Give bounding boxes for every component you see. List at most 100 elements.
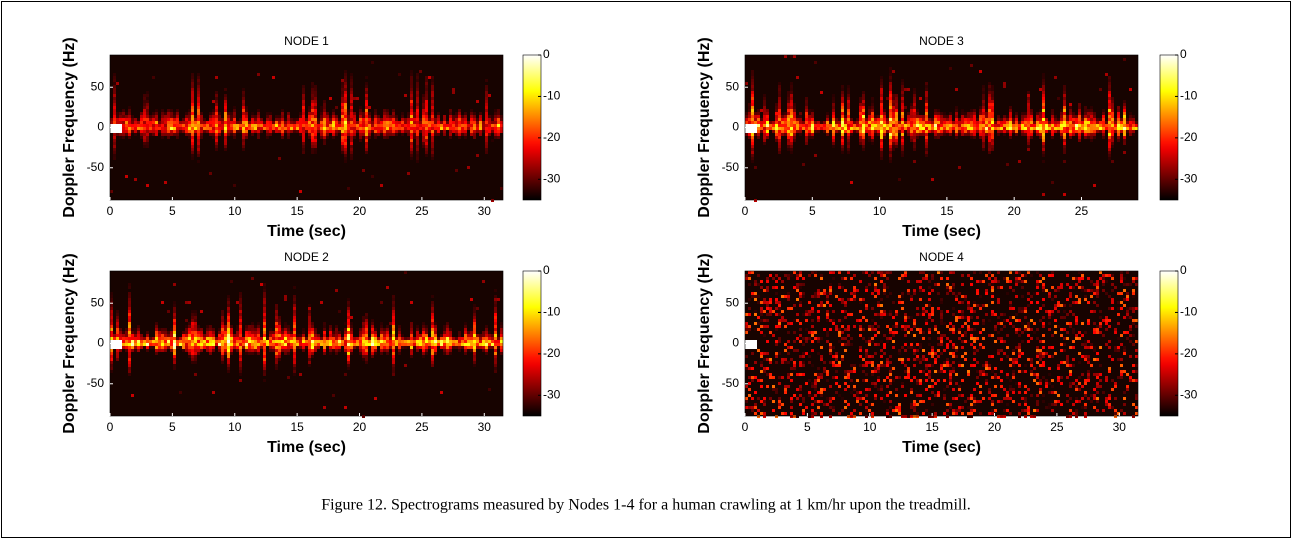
spectrogram-cell — [1066, 121, 1069, 124]
spectrogram-cell — [212, 112, 215, 115]
spectrogram-cell — [838, 271, 841, 274]
spectrogram-cell — [865, 406, 868, 409]
spectrogram-cell — [185, 121, 188, 124]
spectrogram-cell — [874, 334, 877, 337]
spectrogram-cell — [1084, 124, 1087, 127]
spectrogram-cell — [482, 124, 485, 127]
spectrogram-cell — [302, 94, 305, 97]
spectrogram-cell — [311, 85, 314, 88]
spectrogram-cell — [146, 184, 149, 187]
spectrogram-cell — [227, 112, 230, 115]
spectrogram-cell — [227, 361, 230, 364]
spectrogram-cell — [308, 133, 311, 136]
spectrogram-cell — [778, 100, 781, 103]
spectrogram-cell — [353, 343, 356, 346]
spectrogram-cell — [880, 124, 883, 127]
spectrogram-cell — [841, 286, 844, 289]
spectrogram-cell — [329, 325, 332, 328]
spectrogram-cell — [350, 322, 353, 325]
spectrogram-cell — [826, 334, 829, 337]
spectrogram-cell — [308, 337, 311, 340]
spectrogram-cell — [446, 331, 449, 334]
spectrogram-cell — [425, 79, 428, 82]
spectrogram-cell — [194, 337, 197, 340]
spectrogram-cell — [461, 118, 464, 121]
spectrogram-cell — [488, 115, 491, 118]
spectrogram-cell — [197, 154, 200, 157]
spectrogram-cell — [880, 364, 883, 367]
spectrogram-cell — [1063, 121, 1066, 124]
spectrogram-cell — [1027, 103, 1030, 106]
spectrogram-cell — [979, 109, 982, 112]
spectrogram-cell — [176, 337, 179, 340]
spectrogram-cell — [341, 124, 344, 127]
spectrogram-cell — [1063, 160, 1066, 163]
spectrogram-cell — [829, 352, 832, 355]
spectrogram-cell — [323, 328, 326, 331]
spectrogram-cell — [787, 142, 790, 145]
spectrogram-cell — [820, 373, 823, 376]
spectrogram-cell — [865, 130, 868, 133]
spectrogram-cell — [128, 316, 131, 319]
spectrogram-cell — [359, 139, 362, 142]
spectrogram-cell — [314, 142, 317, 145]
spectrogram-cell — [473, 112, 476, 115]
spectrogram-cell — [446, 343, 449, 346]
spectrogram-cell — [859, 391, 862, 394]
spectrogram-cell — [263, 325, 266, 328]
spectrogram-cell — [925, 133, 928, 136]
spectrogram-cell — [308, 313, 311, 316]
spectrogram-cell — [293, 121, 296, 124]
spectrogram-cell — [494, 340, 497, 343]
spectrogram-cell — [473, 307, 476, 310]
spectrogram-cell — [1099, 118, 1102, 121]
spectrogram-cell — [1018, 130, 1021, 133]
spectrogram-cell — [410, 91, 413, 94]
spectrogram-cell — [338, 118, 341, 121]
spectrogram-cell — [497, 112, 500, 115]
y-tick-label: 0 — [732, 120, 739, 134]
spectrogram-cell — [329, 97, 332, 100]
spectrogram-cell — [880, 361, 883, 364]
spectrogram-cell — [500, 130, 503, 133]
spectrogram-cell — [197, 100, 200, 103]
spectrogram-cell — [922, 121, 925, 124]
spectrogram-cell — [335, 121, 338, 124]
spectrogram-cell — [233, 343, 236, 346]
spectrogram-cell — [1108, 139, 1111, 142]
spectrogram-cell — [110, 130, 113, 133]
spectrogram-cell — [287, 346, 290, 349]
spectrogram-cell — [817, 292, 820, 295]
spectrogram-cell — [907, 133, 910, 136]
spectrogram-cell — [317, 127, 320, 130]
spectrogram-cell — [275, 349, 278, 352]
spectrogram-cell — [185, 337, 188, 340]
spectrogram-cell — [1027, 148, 1030, 151]
spectrogram-cell — [787, 340, 790, 343]
spectrogram-cell — [763, 133, 766, 136]
spectrogram-cell — [901, 118, 904, 121]
spectrogram-cell — [344, 343, 347, 346]
spectrogram-cell — [949, 67, 952, 70]
spectrogram-cell — [871, 370, 874, 373]
spectrogram-cell — [946, 124, 949, 127]
spectrogram-cell — [290, 346, 293, 349]
spectrogram-cell — [1063, 91, 1066, 94]
spectrogram-cell — [458, 130, 461, 133]
spectrogram-cell — [287, 127, 290, 130]
spectrogram-cell — [209, 340, 212, 343]
spectrogram-cell — [886, 130, 889, 133]
spectrogram-cell — [485, 340, 488, 343]
colorbar-tick-label: -20 — [1180, 130, 1198, 144]
spectrogram-cell — [350, 121, 353, 124]
spectrogram-cell — [886, 127, 889, 130]
spectrogram-cell — [362, 334, 365, 337]
spectrogram-cell — [173, 130, 176, 133]
spectrogram-cell — [113, 142, 116, 145]
spectrogram-cell — [416, 154, 419, 157]
spectrogram-cell — [224, 337, 227, 340]
spectrogram-cell — [170, 133, 173, 136]
spectrogram-cell — [245, 109, 248, 112]
spectrogram-cell — [296, 346, 299, 349]
spectrogram-cell — [185, 124, 188, 127]
